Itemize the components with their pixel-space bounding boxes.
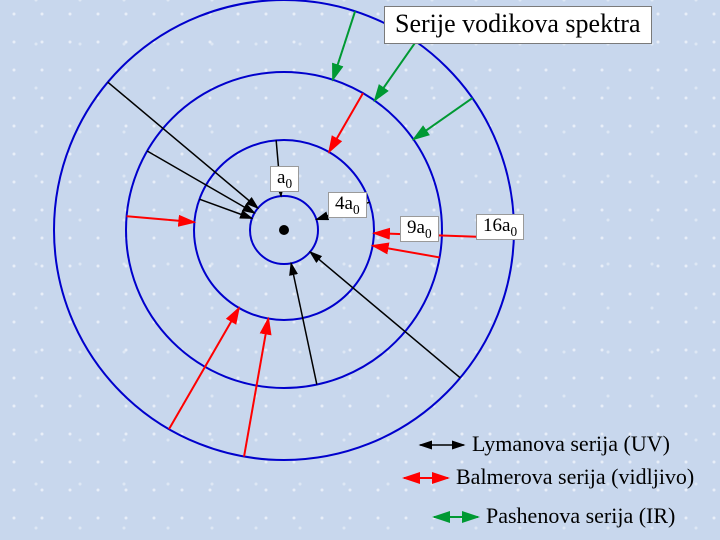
balmer-arrow-4 bbox=[169, 308, 239, 429]
lyman-arrow-2 bbox=[199, 199, 252, 218]
balmer-arrow-2 bbox=[127, 216, 195, 222]
orbit-label-n3: 9a0 bbox=[400, 216, 439, 242]
paschen-arrow-0 bbox=[413, 98, 472, 139]
diagram-svg bbox=[0, 0, 720, 540]
paschen-arrow-1 bbox=[375, 42, 416, 101]
lyman-arrow-5 bbox=[291, 263, 317, 384]
page-title: Serije vodikova spektra bbox=[384, 6, 652, 44]
legend-label-paschen: Pashenova serija (IR) bbox=[486, 503, 675, 529]
legend-label-balmer: Balmerova serija (vidljivo) bbox=[456, 464, 694, 490]
nucleus-dot bbox=[279, 225, 289, 235]
orbit-label-n2: 4a0 bbox=[328, 192, 367, 218]
orbit-label-n4: 16a0 bbox=[476, 214, 524, 240]
balmer-arrow-0 bbox=[373, 246, 440, 258]
balmer-arrow-3 bbox=[329, 93, 363, 152]
legend-label-lyman: Lymanova serija (UV) bbox=[472, 431, 670, 457]
paschen-arrow-2 bbox=[333, 11, 355, 79]
orbit-label-n1: a0 bbox=[270, 166, 299, 192]
